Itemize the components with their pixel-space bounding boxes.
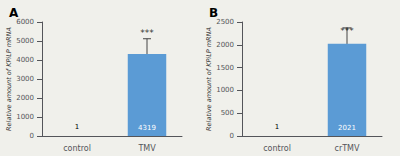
svg-text:A: A — [9, 6, 19, 20]
svg-text:0: 0 — [230, 132, 234, 140]
svg-text:4000: 4000 — [16, 56, 34, 64]
svg-text:Relative amount of KPiLP mRNA: Relative amount of KPiLP mRNA — [5, 27, 13, 131]
svg-text:1000: 1000 — [16, 113, 34, 121]
svg-text:500: 500 — [221, 109, 234, 117]
svg-text:2000: 2000 — [16, 94, 34, 102]
svg-text:control: control — [63, 144, 91, 153]
svg-text:1: 1 — [275, 123, 279, 131]
svg-text:control: control — [263, 144, 291, 153]
svg-text:crTMV: crTMV — [335, 144, 360, 153]
svg-text:Relative amount of KPiLP mRNA: Relative amount of KPiLP mRNA — [205, 27, 213, 131]
svg-text:6000: 6000 — [16, 18, 34, 26]
svg-text:***: *** — [140, 28, 154, 38]
svg-text:2000: 2000 — [216, 41, 234, 49]
svg-text:1500: 1500 — [216, 64, 234, 72]
svg-text:B: B — [209, 6, 218, 20]
svg-text:2021: 2021 — [338, 124, 356, 132]
svg-text:TMV: TMV — [137, 144, 156, 153]
svg-text:5000: 5000 — [16, 37, 34, 45]
svg-text:2500: 2500 — [216, 18, 234, 26]
svg-text:***: *** — [340, 26, 354, 36]
svg-text:1: 1 — [75, 123, 79, 131]
svg-text:0: 0 — [30, 132, 34, 140]
svg-text:4319: 4319 — [138, 124, 156, 132]
svg-text:3000: 3000 — [16, 75, 34, 83]
svg-text:1000: 1000 — [216, 86, 234, 94]
